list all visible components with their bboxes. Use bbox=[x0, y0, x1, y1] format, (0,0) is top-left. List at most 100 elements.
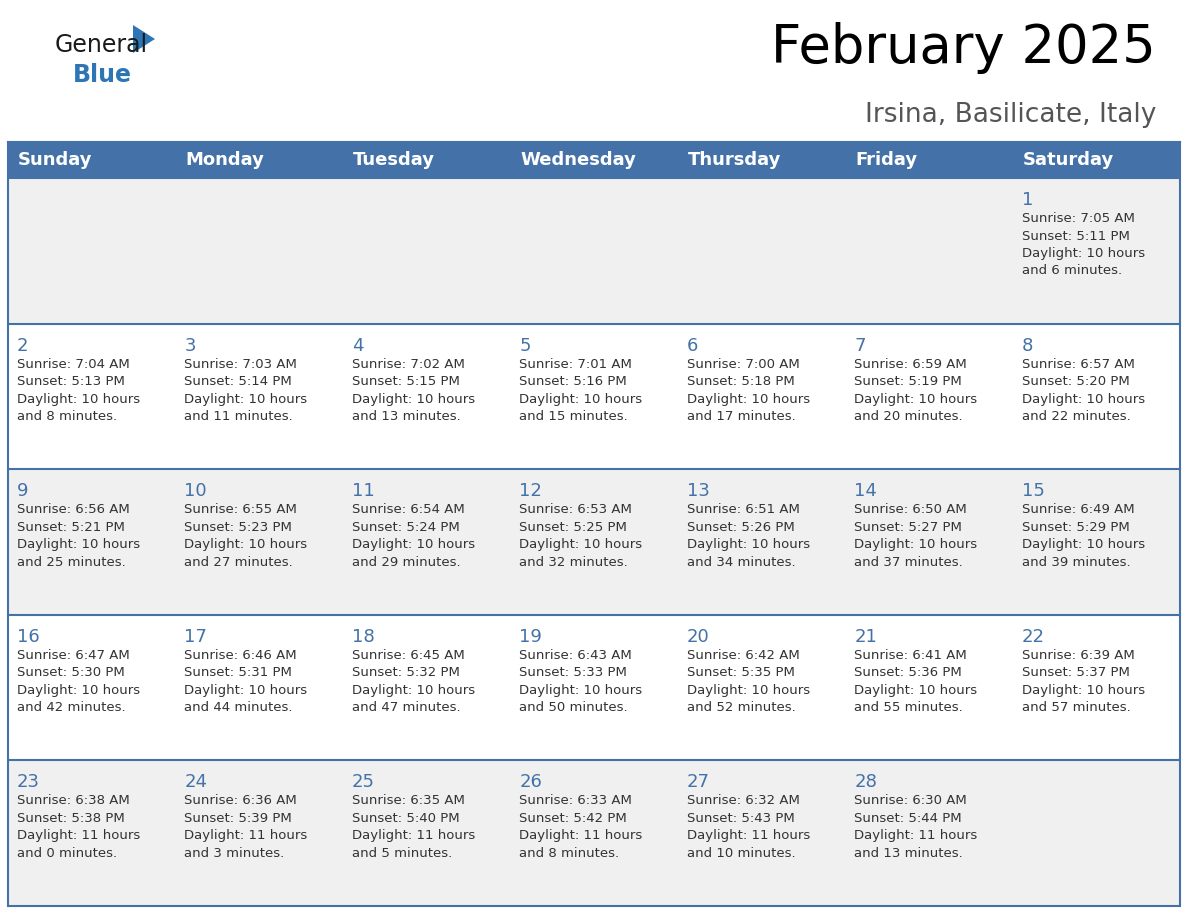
Text: and 8 minutes.: and 8 minutes. bbox=[519, 847, 619, 860]
Text: 23: 23 bbox=[17, 773, 40, 791]
Text: Daylight: 10 hours: Daylight: 10 hours bbox=[184, 684, 308, 697]
Bar bbox=[8, 178, 1180, 324]
Bar bbox=[8, 469, 1180, 615]
Text: Daylight: 10 hours: Daylight: 10 hours bbox=[1022, 538, 1145, 551]
Polygon shape bbox=[133, 25, 154, 53]
Text: and 0 minutes.: and 0 minutes. bbox=[17, 847, 118, 860]
Text: Sunrise: 6:51 AM: Sunrise: 6:51 AM bbox=[687, 503, 800, 516]
Text: Daylight: 10 hours: Daylight: 10 hours bbox=[519, 684, 643, 697]
Text: 21: 21 bbox=[854, 628, 877, 645]
Bar bbox=[8, 760, 1180, 906]
Text: 16: 16 bbox=[17, 628, 39, 645]
Text: 13: 13 bbox=[687, 482, 709, 500]
Bar bbox=[8, 142, 176, 178]
Text: and 17 minutes.: and 17 minutes. bbox=[687, 410, 796, 423]
Text: 24: 24 bbox=[184, 773, 208, 791]
Text: Daylight: 10 hours: Daylight: 10 hours bbox=[687, 684, 810, 697]
Text: Daylight: 10 hours: Daylight: 10 hours bbox=[352, 538, 475, 551]
Bar bbox=[511, 142, 677, 178]
Text: Daylight: 11 hours: Daylight: 11 hours bbox=[184, 829, 308, 843]
Text: Sunrise: 7:01 AM: Sunrise: 7:01 AM bbox=[519, 358, 632, 371]
Text: Sunset: 5:37 PM: Sunset: 5:37 PM bbox=[1022, 666, 1130, 679]
Text: Sunset: 5:15 PM: Sunset: 5:15 PM bbox=[352, 375, 460, 388]
Text: and 22 minutes.: and 22 minutes. bbox=[1022, 410, 1130, 423]
Text: Sunset: 5:14 PM: Sunset: 5:14 PM bbox=[184, 375, 292, 388]
Text: and 20 minutes.: and 20 minutes. bbox=[854, 410, 962, 423]
Text: and 39 minutes.: and 39 minutes. bbox=[1022, 555, 1130, 568]
Text: Sunrise: 7:02 AM: Sunrise: 7:02 AM bbox=[352, 358, 465, 371]
Bar bbox=[677, 142, 845, 178]
Text: 1: 1 bbox=[1022, 191, 1032, 209]
Bar bbox=[1012, 142, 1180, 178]
Text: 20: 20 bbox=[687, 628, 709, 645]
Text: 7: 7 bbox=[854, 337, 866, 354]
Text: Sunrise: 7:04 AM: Sunrise: 7:04 AM bbox=[17, 358, 129, 371]
Text: Sunrise: 6:49 AM: Sunrise: 6:49 AM bbox=[1022, 503, 1135, 516]
Text: Sunrise: 7:00 AM: Sunrise: 7:00 AM bbox=[687, 358, 800, 371]
Text: Sunrise: 6:30 AM: Sunrise: 6:30 AM bbox=[854, 794, 967, 808]
Text: Sunrise: 7:05 AM: Sunrise: 7:05 AM bbox=[1022, 212, 1135, 225]
Text: Daylight: 10 hours: Daylight: 10 hours bbox=[1022, 393, 1145, 406]
Text: Sunrise: 7:03 AM: Sunrise: 7:03 AM bbox=[184, 358, 297, 371]
Text: Sunset: 5:40 PM: Sunset: 5:40 PM bbox=[352, 812, 460, 825]
Text: Sunset: 5:39 PM: Sunset: 5:39 PM bbox=[184, 812, 292, 825]
Text: Sunset: 5:32 PM: Sunset: 5:32 PM bbox=[352, 666, 460, 679]
Text: Daylight: 10 hours: Daylight: 10 hours bbox=[184, 538, 308, 551]
Text: 17: 17 bbox=[184, 628, 207, 645]
Text: Sunset: 5:13 PM: Sunset: 5:13 PM bbox=[17, 375, 125, 388]
Bar bbox=[343, 142, 511, 178]
Text: and 13 minutes.: and 13 minutes. bbox=[352, 410, 461, 423]
Text: Sunrise: 6:53 AM: Sunrise: 6:53 AM bbox=[519, 503, 632, 516]
Bar bbox=[176, 142, 343, 178]
Text: Sunrise: 6:39 AM: Sunrise: 6:39 AM bbox=[1022, 649, 1135, 662]
Text: Wednesday: Wednesday bbox=[520, 151, 636, 169]
Text: and 29 minutes.: and 29 minutes. bbox=[352, 555, 461, 568]
Text: Sunrise: 6:50 AM: Sunrise: 6:50 AM bbox=[854, 503, 967, 516]
Text: 9: 9 bbox=[17, 482, 29, 500]
Text: Sunset: 5:43 PM: Sunset: 5:43 PM bbox=[687, 812, 795, 825]
Text: Sunrise: 6:55 AM: Sunrise: 6:55 AM bbox=[184, 503, 297, 516]
Text: Sunset: 5:26 PM: Sunset: 5:26 PM bbox=[687, 521, 795, 533]
Text: Daylight: 10 hours: Daylight: 10 hours bbox=[1022, 684, 1145, 697]
Text: Daylight: 11 hours: Daylight: 11 hours bbox=[17, 829, 140, 843]
Text: 8: 8 bbox=[1022, 337, 1032, 354]
Text: 28: 28 bbox=[854, 773, 877, 791]
Text: Daylight: 10 hours: Daylight: 10 hours bbox=[17, 538, 140, 551]
Text: Sunrise: 6:45 AM: Sunrise: 6:45 AM bbox=[352, 649, 465, 662]
Text: and 27 minutes.: and 27 minutes. bbox=[184, 555, 293, 568]
Text: Sunset: 5:23 PM: Sunset: 5:23 PM bbox=[184, 521, 292, 533]
Text: Daylight: 11 hours: Daylight: 11 hours bbox=[687, 829, 810, 843]
Text: Sunset: 5:36 PM: Sunset: 5:36 PM bbox=[854, 666, 962, 679]
Text: Saturday: Saturday bbox=[1023, 151, 1114, 169]
Text: Sunset: 5:38 PM: Sunset: 5:38 PM bbox=[17, 812, 125, 825]
Text: Thursday: Thursday bbox=[688, 151, 781, 169]
Text: General: General bbox=[55, 33, 148, 57]
Text: 6: 6 bbox=[687, 337, 699, 354]
Text: 4: 4 bbox=[352, 337, 364, 354]
Text: 18: 18 bbox=[352, 628, 374, 645]
Text: Irsina, Basilicate, Italy: Irsina, Basilicate, Italy bbox=[865, 102, 1156, 128]
Bar bbox=[8, 324, 1180, 469]
Text: Sunset: 5:35 PM: Sunset: 5:35 PM bbox=[687, 666, 795, 679]
Text: Daylight: 10 hours: Daylight: 10 hours bbox=[687, 538, 810, 551]
Text: and 34 minutes.: and 34 minutes. bbox=[687, 555, 795, 568]
Text: Friday: Friday bbox=[855, 151, 917, 169]
Text: 27: 27 bbox=[687, 773, 709, 791]
Text: and 15 minutes.: and 15 minutes. bbox=[519, 410, 628, 423]
Text: Sunrise: 6:54 AM: Sunrise: 6:54 AM bbox=[352, 503, 465, 516]
Text: 22: 22 bbox=[1022, 628, 1044, 645]
Text: Daylight: 10 hours: Daylight: 10 hours bbox=[352, 684, 475, 697]
Text: Sunrise: 6:41 AM: Sunrise: 6:41 AM bbox=[854, 649, 967, 662]
Text: Tuesday: Tuesday bbox=[353, 151, 435, 169]
Text: and 44 minutes.: and 44 minutes. bbox=[184, 701, 293, 714]
Text: 11: 11 bbox=[352, 482, 374, 500]
Text: Daylight: 10 hours: Daylight: 10 hours bbox=[854, 393, 978, 406]
Text: 14: 14 bbox=[854, 482, 877, 500]
Text: 10: 10 bbox=[184, 482, 207, 500]
Text: Sunrise: 6:46 AM: Sunrise: 6:46 AM bbox=[184, 649, 297, 662]
Text: Sunrise: 6:43 AM: Sunrise: 6:43 AM bbox=[519, 649, 632, 662]
Text: Daylight: 11 hours: Daylight: 11 hours bbox=[519, 829, 643, 843]
Text: 19: 19 bbox=[519, 628, 542, 645]
Bar bbox=[845, 142, 1012, 178]
Text: Daylight: 11 hours: Daylight: 11 hours bbox=[854, 829, 978, 843]
